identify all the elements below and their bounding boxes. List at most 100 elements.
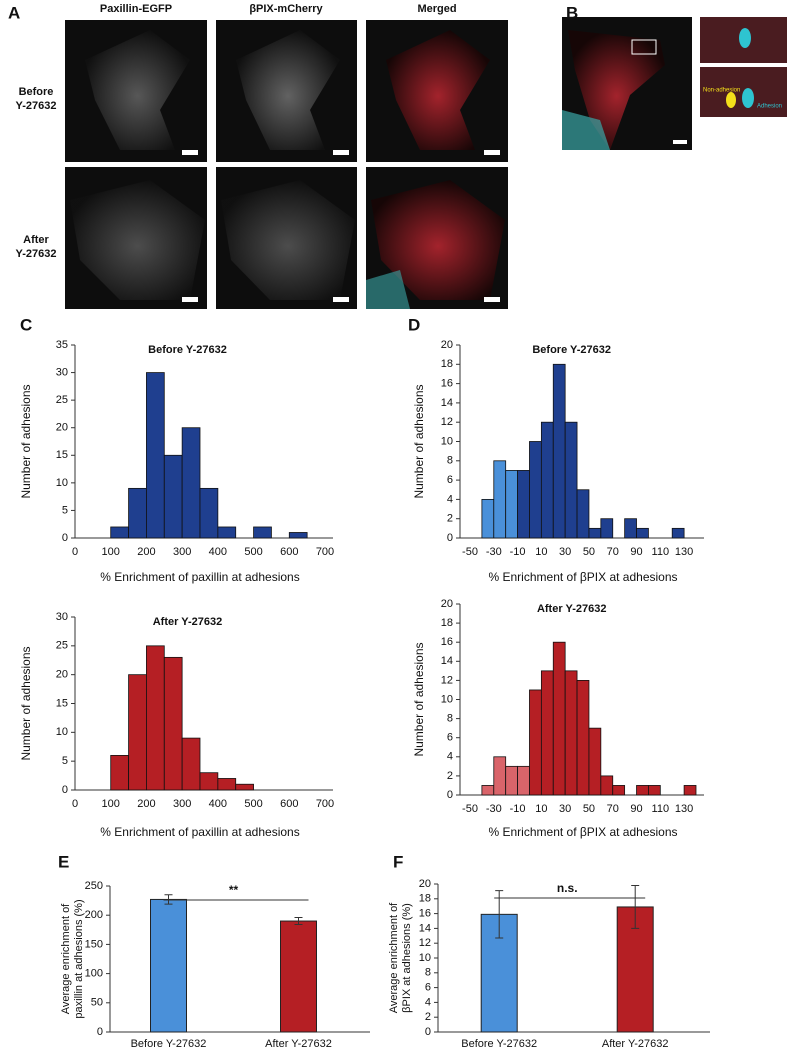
x-tick-label: 700 <box>316 546 334 558</box>
x-tick-label: After Y-27632 <box>602 1038 669 1050</box>
y-tick-label: 200 <box>85 909 103 921</box>
scale-bar <box>484 297 500 302</box>
x-tick-label: 50 <box>583 803 595 815</box>
bar <box>288 532 308 539</box>
error-bar <box>495 890 504 939</box>
cell <box>70 180 205 300</box>
y-tick-label: 16 <box>441 636 453 648</box>
bar <box>110 755 129 791</box>
y-tick-label: 10 <box>441 693 453 705</box>
bar <box>588 527 602 539</box>
y-axis-label: Number of adhesions <box>19 384 33 498</box>
bar <box>505 470 518 539</box>
bar <box>576 489 590 539</box>
bar <box>217 778 237 791</box>
adhesion <box>742 88 754 108</box>
y-tick-label: 10 <box>419 952 431 964</box>
y-axis-label: Number of adhesions <box>412 384 426 498</box>
bar <box>636 785 649 796</box>
y-tick-label: 12 <box>419 937 431 949</box>
y-tick-label: 0 <box>425 1026 431 1038</box>
inset-label: Non-adhesion <box>703 88 740 94</box>
x-tick-label: 0 <box>72 546 78 558</box>
y-tick-label: 20 <box>441 339 453 351</box>
bar <box>552 363 566 539</box>
zoom-box <box>631 39 657 55</box>
bar <box>146 372 165 539</box>
y-tick-label: 6 <box>447 732 453 744</box>
x-tick-label: 90 <box>630 546 642 558</box>
bar <box>517 765 530 796</box>
bar <box>576 680 590 796</box>
y-axis-label: paxillin at adhesions (%) <box>73 899 85 1018</box>
y-tick-label: 14 <box>419 922 431 934</box>
x-tick-label: -50 <box>462 803 478 815</box>
cell <box>386 30 490 150</box>
panel-letter: A <box>8 3 20 22</box>
x-tick-label: -30 <box>486 546 502 558</box>
bar <box>540 670 554 796</box>
bar <box>505 765 518 796</box>
bar <box>529 689 542 796</box>
x-tick-label: 0 <box>72 798 78 810</box>
bar <box>110 526 129 539</box>
y-tick-label: 25 <box>56 394 68 406</box>
chart-title: Before Y-27632 <box>532 344 611 356</box>
x-tick-label: 50 <box>583 546 595 558</box>
bar <box>280 920 317 1033</box>
y-axis-label: Average enrichment of <box>388 902 400 1013</box>
x-tick-label: 10 <box>535 546 547 558</box>
bar <box>493 756 507 796</box>
error-bar <box>294 917 303 926</box>
bar <box>588 727 602 796</box>
error-bar <box>631 884 640 929</box>
y-tick-label: 0 <box>97 1026 103 1038</box>
y-axis-label: Average enrichment of <box>60 903 72 1014</box>
y-tick-label: 5 <box>62 755 68 767</box>
x-tick-label: 30 <box>559 546 571 558</box>
y-tick-label: 6 <box>425 982 431 994</box>
x-tick-label: 600 <box>280 798 298 810</box>
y-tick-label: 18 <box>441 358 453 370</box>
x-tick-label: 500 <box>244 798 262 810</box>
y-tick-label: 30 <box>56 611 68 623</box>
bar <box>540 421 554 539</box>
x-tick-label: 300 <box>173 546 191 558</box>
x-tick-label: 500 <box>244 546 262 558</box>
bar <box>636 527 649 539</box>
bar <box>181 427 201 539</box>
bar <box>150 898 187 1033</box>
bar <box>481 498 495 539</box>
x-tick-label: Before Y-27632 <box>131 1038 207 1050</box>
y-tick-label: 0 <box>447 532 453 544</box>
row-label: Y-27632 <box>16 100 57 112</box>
y-tick-label: 8 <box>447 455 453 467</box>
bar <box>128 674 147 791</box>
y-axis-label: Number of adhesions <box>412 642 426 756</box>
bar <box>529 441 542 539</box>
panel-letter: D <box>408 315 420 334</box>
significance-label: n.s. <box>557 881 578 895</box>
x-tick-label: After Y-27632 <box>265 1038 332 1050</box>
image-grid <box>65 17 787 309</box>
x-tick-label: -10 <box>510 803 526 815</box>
x-axis-label: % Enrichment of paxillin at adhesions <box>100 570 299 584</box>
chart-title: After Y-27632 <box>153 616 223 628</box>
y-tick-label: 12 <box>441 416 453 428</box>
chart-title: After Y-27632 <box>537 603 607 615</box>
y-tick-label: 0 <box>62 784 68 796</box>
scale-bar <box>182 150 198 155</box>
x-tick-label: 300 <box>173 798 191 810</box>
bar <box>564 421 578 539</box>
bar <box>517 470 530 539</box>
y-tick-label: 10 <box>56 477 68 489</box>
bar <box>683 785 697 796</box>
y-tick-label: 8 <box>425 967 431 979</box>
x-tick-label: 90 <box>630 803 642 815</box>
cell <box>562 110 610 150</box>
bar <box>624 518 637 539</box>
bar <box>612 785 626 796</box>
y-tick-label: 100 <box>85 968 103 980</box>
x-tick-label: 100 <box>102 546 120 558</box>
